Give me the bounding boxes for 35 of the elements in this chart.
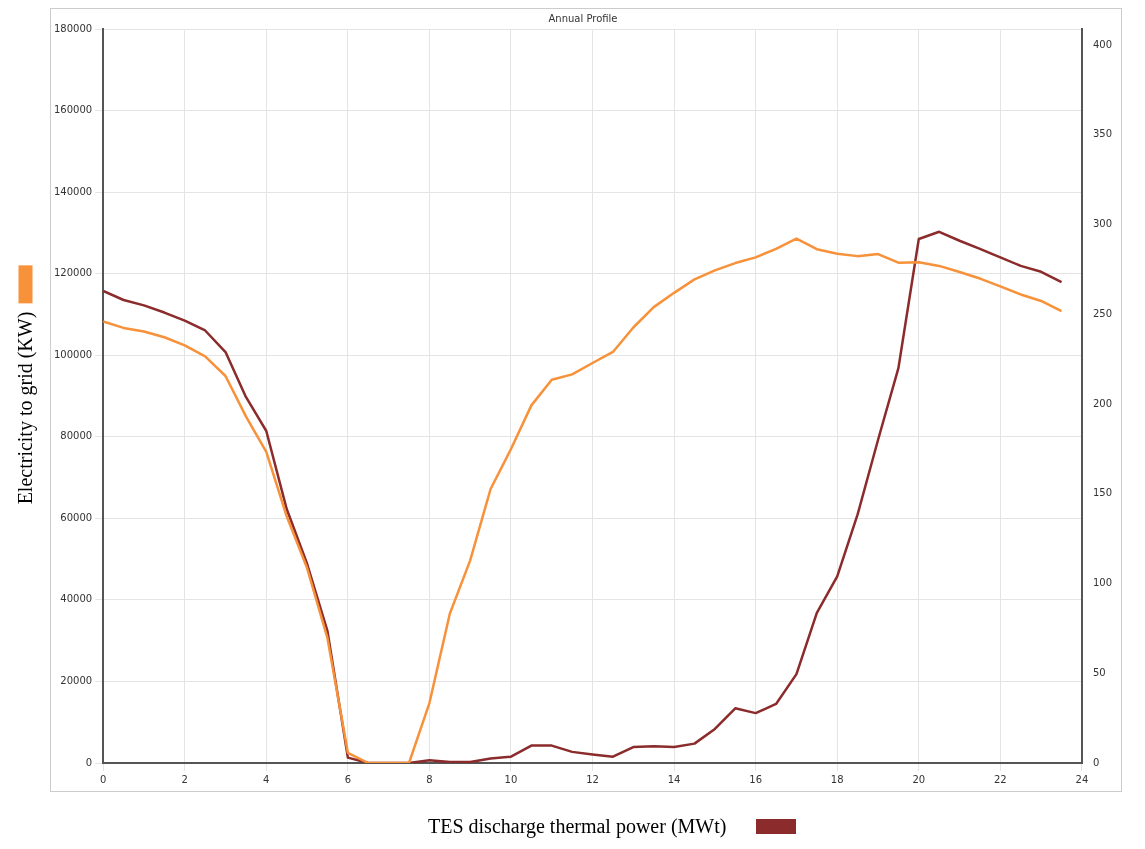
x-tick-label: 8 — [426, 773, 433, 785]
y-tick-label: 20000 — [60, 675, 93, 687]
y2-tick-label: 0 — [1092, 756, 1100, 768]
y2-tick-label: 150 — [1092, 487, 1113, 499]
x-tick-label: 22 — [993, 773, 1007, 785]
x-tick-label: 12 — [586, 773, 599, 785]
x-tick-label: 24 — [1075, 773, 1089, 785]
y-tick-label: 160000 — [53, 104, 93, 116]
x-tick-label: 20 — [912, 773, 926, 785]
x-tick-label: 2 — [181, 773, 188, 785]
x-tick-label: 18 — [830, 773, 844, 785]
y-tick-label: 120000 — [53, 267, 93, 279]
y-tick-label: 140000 — [53, 185, 93, 197]
y-axis-title: Electricity to grid (KW) — [13, 311, 37, 505]
y2-tick-label: 300 — [1092, 218, 1113, 230]
y2-tick-label: 100 — [1092, 577, 1113, 589]
y2-tick-label: 200 — [1092, 397, 1113, 409]
y2-tick-label: 400 — [1092, 38, 1113, 50]
y2-tick-label: 350 — [1092, 128, 1113, 140]
x-tick-label: 16 — [749, 773, 763, 785]
x-tick-label: 10 — [504, 773, 518, 785]
y-tick-label: 0 — [85, 756, 93, 768]
y-tick-label: 180000 — [53, 22, 93, 34]
x-tick-label: 14 — [667, 773, 681, 785]
x-tick-label: 0 — [99, 773, 107, 785]
y-tick-label: 100000 — [53, 348, 93, 360]
y2-tick-label: 250 — [1092, 307, 1113, 319]
y2-tick-label: 50 — [1092, 666, 1106, 678]
x-tick-label: 4 — [263, 773, 270, 785]
y-tick-label: 80000 — [60, 430, 93, 442]
legend-label: TES discharge thermal power (MWt) — [428, 815, 727, 838]
chart-title: Annual Profile — [548, 12, 618, 24]
y-tick-label: 40000 — [60, 593, 93, 605]
x-tick-label: 6 — [344, 773, 352, 785]
y-tick-label: 60000 — [60, 511, 93, 523]
